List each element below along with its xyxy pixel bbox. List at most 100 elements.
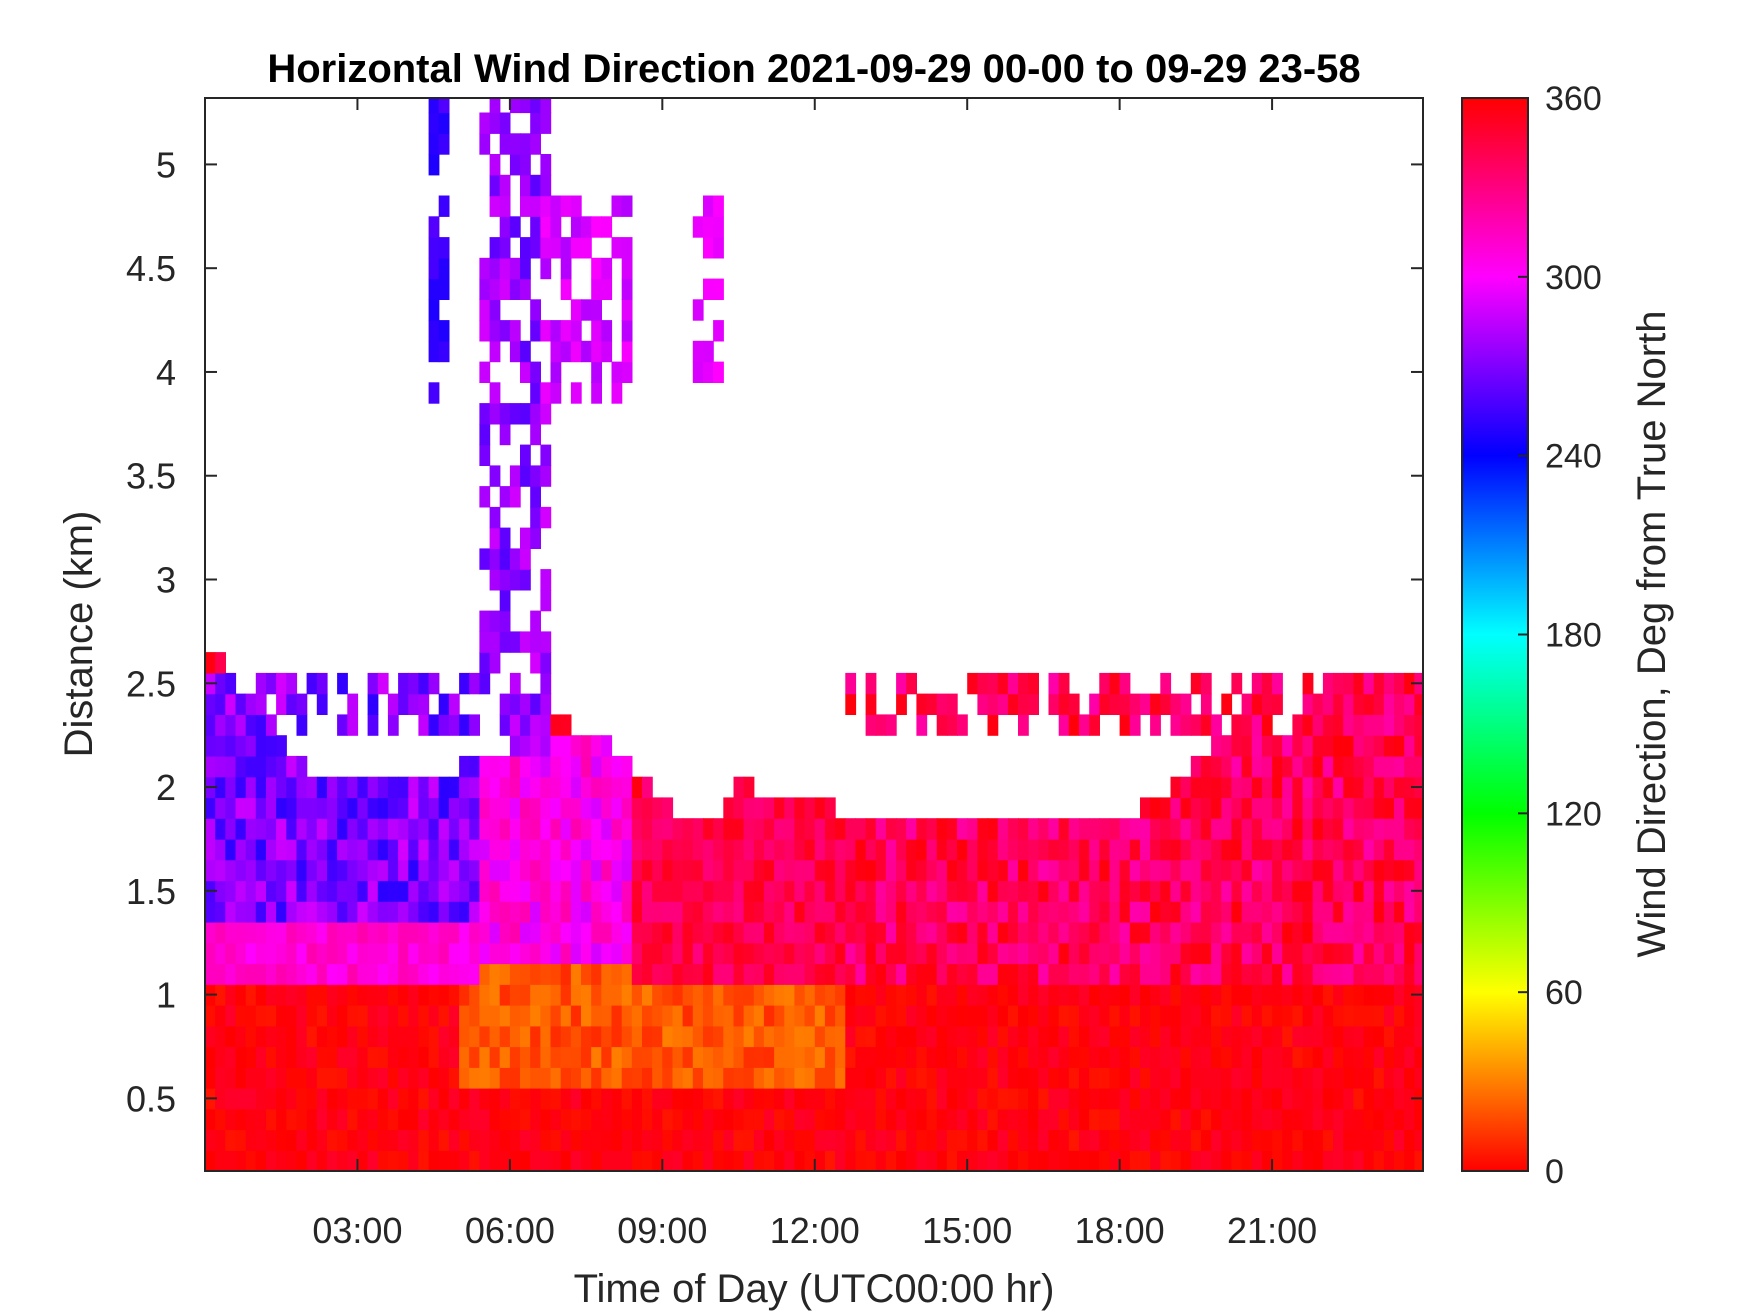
heatmap-cell xyxy=(1200,901,1212,923)
heatmap-cell xyxy=(1170,859,1182,882)
heatmap-cell xyxy=(1099,818,1111,840)
heatmap-cell xyxy=(479,859,491,882)
heatmap-cell xyxy=(479,901,491,923)
heatmap-cell xyxy=(306,963,318,985)
heatmap-cell xyxy=(997,818,1009,840)
heatmap-cell xyxy=(540,216,552,238)
heatmap-cell xyxy=(489,818,501,840)
heatmap-cell xyxy=(642,1005,653,1027)
heatmap-cell xyxy=(1048,672,1060,695)
heatmap-cell xyxy=(235,714,247,736)
heatmap-cell xyxy=(967,859,978,882)
heatmap-cell xyxy=(286,1150,298,1171)
heatmap-cell xyxy=(662,901,674,923)
heatmap-cell xyxy=(530,859,541,882)
heatmap-cell xyxy=(1211,714,1222,736)
heatmap-cell xyxy=(1241,776,1253,799)
heatmap-cell xyxy=(682,942,694,965)
heatmap-cell xyxy=(479,299,491,321)
heatmap-cell xyxy=(428,1108,440,1131)
heatmap-cell xyxy=(1129,714,1141,736)
heatmap-cell xyxy=(916,693,928,715)
colorbar-title: Wind Direction, Deg from True North xyxy=(1630,311,1674,958)
heatmap-cell xyxy=(662,818,674,840)
heatmap-cell xyxy=(337,921,348,944)
heatmap-cell xyxy=(672,1129,684,1151)
heatmap-cells xyxy=(205,98,1423,1171)
heatmap-cell xyxy=(540,506,552,529)
heatmap-cell xyxy=(509,755,521,778)
heatmap-cell xyxy=(997,693,1009,715)
heatmap-cell xyxy=(611,984,623,1006)
heatmap-cell xyxy=(652,797,663,819)
heatmap-cell xyxy=(1129,1088,1141,1110)
heatmap-cell xyxy=(1221,755,1233,778)
heatmap-cell xyxy=(723,1025,735,1048)
heatmap-cell xyxy=(540,569,552,591)
heatmap-cell xyxy=(245,818,257,840)
heatmap-cell xyxy=(255,942,267,965)
heatmap-cell xyxy=(479,548,491,570)
heatmap-cell xyxy=(316,1046,328,1068)
heatmap-cell xyxy=(631,776,643,799)
heatmap-cell xyxy=(804,797,816,819)
heatmap-cell xyxy=(438,838,450,861)
heatmap-cell xyxy=(1160,901,1172,923)
heatmap-cell xyxy=(713,1067,724,1089)
heatmap-cell xyxy=(1353,776,1365,799)
heatmap-cell xyxy=(408,1108,420,1131)
heatmap-cell xyxy=(377,672,389,695)
heatmap-cell xyxy=(438,693,450,715)
heatmap-cell xyxy=(1272,1108,1283,1131)
heatmap-cell xyxy=(306,1067,318,1089)
heatmap-cell xyxy=(509,320,521,342)
heatmap-cell xyxy=(946,942,958,965)
heatmap-cell xyxy=(235,901,247,923)
heatmap-cell xyxy=(1211,984,1222,1006)
heatmap-cell xyxy=(509,942,521,965)
heatmap-cell xyxy=(865,1150,877,1171)
heatmap-cell xyxy=(1190,1067,1202,1089)
heatmap-cell xyxy=(1231,776,1243,799)
heatmap-cell xyxy=(581,1150,592,1171)
heatmap-cell xyxy=(621,1025,633,1048)
heatmap-cell xyxy=(753,901,765,923)
heatmap-cell xyxy=(520,901,531,923)
heatmap-cell xyxy=(1129,1046,1141,1068)
colorbar-tick-label: 60 xyxy=(1545,974,1583,1012)
heatmap-cell xyxy=(885,1108,897,1131)
heatmap-cell xyxy=(682,1129,694,1151)
heatmap-cell xyxy=(266,755,277,778)
heatmap-cell xyxy=(225,693,237,715)
x-tick-label: 12:00 xyxy=(770,1210,860,1251)
heatmap-cell xyxy=(499,714,511,736)
heatmap-cell xyxy=(1048,1088,1060,1110)
heatmap-cell xyxy=(987,1025,999,1048)
heatmap-cell xyxy=(703,942,714,965)
heatmap-cell xyxy=(1261,797,1273,819)
heatmap-cell xyxy=(357,1005,369,1027)
heatmap-cell xyxy=(1394,1150,1405,1171)
heatmap-cell xyxy=(1353,1129,1365,1151)
heatmap-cell xyxy=(225,901,237,923)
heatmap-cell xyxy=(1333,755,1344,778)
heatmap-cell xyxy=(1190,1005,1202,1027)
heatmap-cell xyxy=(763,1108,775,1131)
heatmap-cell xyxy=(1038,942,1050,965)
heatmap-cell xyxy=(276,1088,287,1110)
heatmap-cell xyxy=(560,963,572,985)
heatmap-cell xyxy=(977,942,989,965)
heatmap-cell xyxy=(896,859,907,882)
heatmap-cell xyxy=(520,527,531,549)
heatmap-cell xyxy=(591,278,602,300)
heatmap-cell xyxy=(581,984,592,1006)
heatmap-cell xyxy=(835,1129,846,1151)
heatmap-cell xyxy=(835,1108,846,1131)
heatmap-cell xyxy=(1099,838,1111,861)
heatmap-cell xyxy=(235,838,247,861)
heatmap-cell xyxy=(489,1067,501,1089)
heatmap-cell xyxy=(387,901,399,923)
heatmap-cell xyxy=(1363,735,1375,757)
heatmap-cell xyxy=(1018,963,1029,985)
heatmap-cell xyxy=(550,776,562,799)
